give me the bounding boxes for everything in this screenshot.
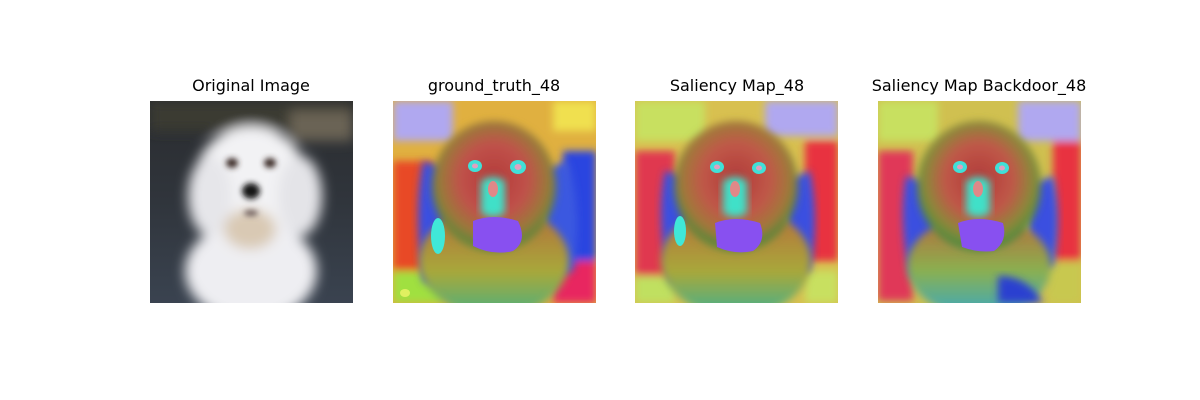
ground-truth-map: [393, 101, 596, 303]
saliency-map: [635, 101, 838, 303]
panel-title-saliency-backdoor: Saliency Map Backdoor_48: [871, 76, 1087, 95]
original-image: [150, 101, 353, 303]
panel-title-saliency: Saliency Map_48: [669, 76, 805, 95]
saliency-map-backdoor: [878, 101, 1081, 303]
panel-title-ground-truth: ground_truth_48: [427, 76, 561, 95]
panel-title-original: Original Image: [192, 76, 310, 95]
